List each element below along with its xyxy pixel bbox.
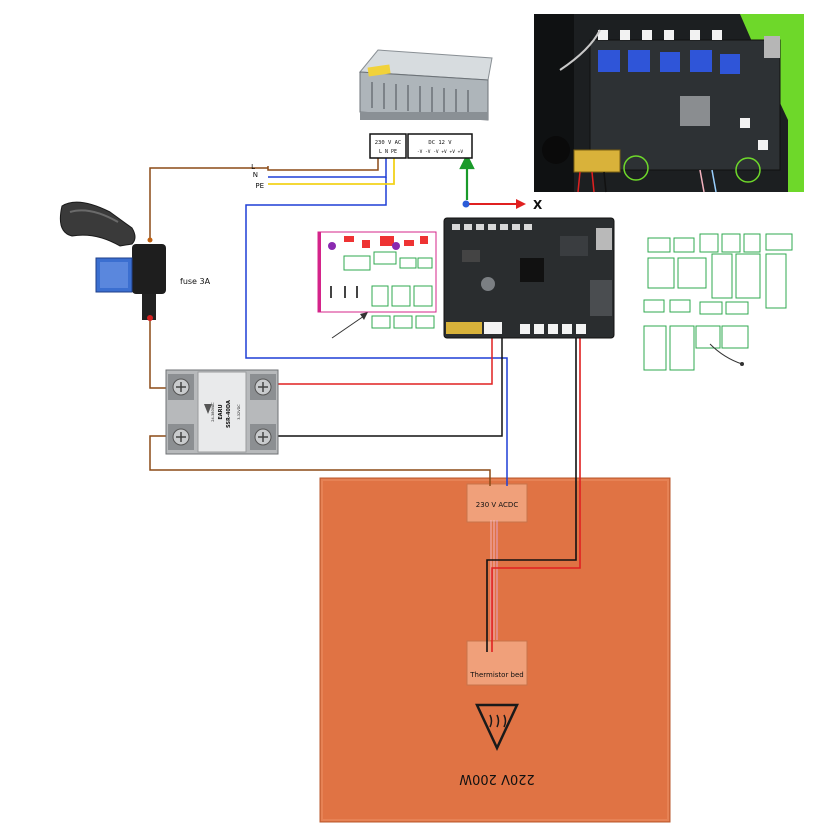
line-pe-label: PE [255, 182, 264, 190]
line-l-label: L [251, 163, 255, 171]
bed-rating-label: 220V 200W [459, 771, 535, 786]
solid-state-relay [165, 369, 279, 455]
thermistor-pad: Thermistor bed [466, 640, 528, 686]
psu-dc-label: DC 12 V [428, 140, 452, 146]
wire-thermistor [486, 336, 581, 652]
hot-surface-warning-icon [475, 703, 519, 751]
fuse-label: fuse 3A [180, 277, 211, 286]
bed-internal-leads [490, 520, 498, 640]
ssr-model: SSR-40DA [226, 400, 232, 428]
wire-blue-n [245, 158, 508, 486]
controller-board [443, 217, 615, 339]
psu-ac-terminals: L N PE [379, 149, 397, 155]
x-axis-label: X [533, 198, 543, 212]
ssr-input-rating: 3-32VDC [237, 404, 241, 420]
ssr-brand: EARU [218, 404, 224, 419]
bed-power-label: 230 V ACDC [476, 501, 519, 509]
pinout-diagram-left [317, 231, 437, 339]
pinout-diagram-right [643, 233, 793, 371]
thermistor-label: Thermistor bed [469, 671, 524, 679]
psu-ac-label: 230 V AC [375, 140, 402, 146]
board-photo-inset [534, 14, 804, 193]
wire-red-ssr-control [268, 336, 493, 385]
wire-green-dc [459, 153, 475, 200]
psu-dc-terminals: -V -V -V +V +V +V [417, 149, 463, 155]
x-axis-arrow: X [462, 198, 543, 212]
psu-ac-terminal-block: 230 V AC L N PE [369, 133, 407, 159]
wire-black-ssr-control [268, 336, 503, 437]
ssr-load-rating: 24-380VAC [211, 402, 215, 422]
bed-power-pad: 230 V ACDC [466, 483, 528, 523]
power-supply [358, 49, 493, 121]
wire-yellow-pe [268, 158, 395, 185]
line-n-label: N [253, 171, 258, 179]
psu-dc-terminal-block: DC 12 V -V -V -V +V +V +V [407, 133, 473, 159]
fuse-holder [59, 201, 166, 321]
